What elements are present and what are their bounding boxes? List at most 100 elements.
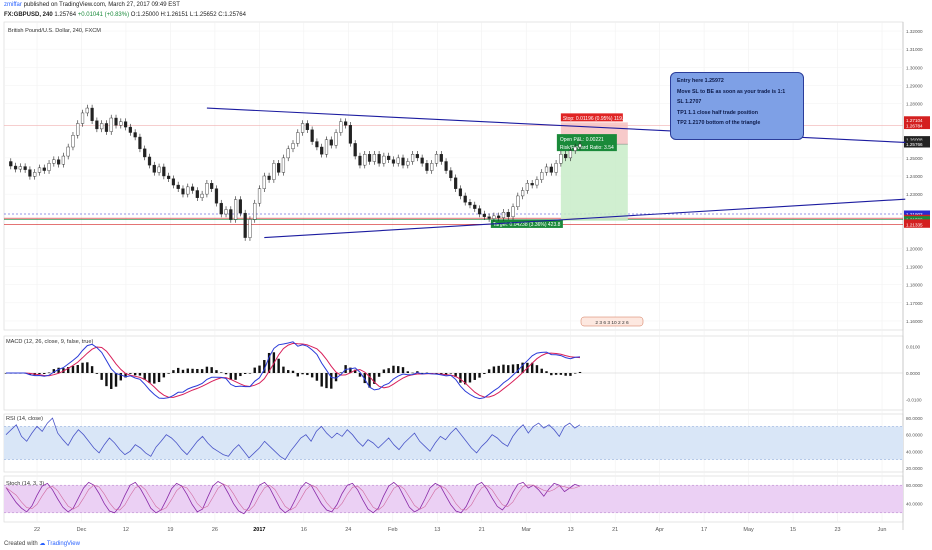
- candle-body: [372, 154, 376, 162]
- price-tick-label: 1.16000: [906, 319, 923, 324]
- macd-bar: [416, 371, 419, 373]
- macd-bar: [435, 373, 438, 374]
- macd-bar: [320, 373, 323, 387]
- candle-body: [114, 117, 118, 126]
- price-level-label: 1.27104: [906, 118, 923, 123]
- macd-bar: [578, 371, 582, 373]
- price-tick-label: 1.19000: [906, 265, 923, 270]
- macd-bar: [392, 365, 395, 373]
- macd-bar: [521, 362, 524, 373]
- x-tick-label: 19: [167, 527, 173, 533]
- high-value: H:1.26151: [160, 12, 189, 18]
- candle-body: [123, 121, 128, 128]
- macd-bar: [172, 370, 175, 373]
- candle-body: [353, 143, 357, 157]
- macd-bar: [287, 370, 290, 373]
- macd-bar: [234, 373, 237, 380]
- candle-body: [420, 157, 424, 164]
- macd-bar: [444, 373, 448, 375]
- macd-bar: [387, 368, 390, 373]
- candle-body: [425, 163, 429, 171]
- candle-body: [61, 155, 65, 165]
- price-level-label: 1.25766: [906, 142, 923, 147]
- candle-body: [248, 219, 252, 238]
- candle-body: [487, 216, 491, 219]
- macd-bar: [301, 373, 304, 375]
- candle-body: [296, 132, 300, 144]
- x-tick-label: 16: [301, 527, 307, 533]
- macd-bar: [397, 366, 400, 373]
- footer-created: Created with: [4, 541, 38, 547]
- candle-body: [33, 172, 37, 177]
- candle-body: [439, 154, 443, 162]
- price-level-tag: [904, 220, 930, 228]
- candle-body: [195, 190, 199, 198]
- candle-body: [540, 172, 544, 180]
- macd-bar: [483, 373, 486, 375]
- candle-body: [367, 154, 372, 162]
- macd-bar: [315, 373, 319, 381]
- macd-bar: [296, 373, 299, 377]
- macd-bar: [554, 373, 558, 375]
- candle-body: [320, 146, 324, 155]
- x-tick-label: 22: [34, 527, 40, 533]
- candle-body: [272, 163, 276, 180]
- footer-brand[interactable]: TradingView: [46, 541, 80, 547]
- macd-bar: [110, 373, 113, 389]
- macd-bar: [143, 373, 146, 380]
- candle-body: [324, 139, 329, 155]
- candle-body: [233, 199, 238, 220]
- candle-body: [310, 129, 314, 142]
- macd-bar: [377, 373, 381, 377]
- macd-bar: [545, 371, 548, 373]
- candle-body: [9, 161, 13, 167]
- candle-body: [57, 159, 61, 165]
- macd-tick-label: -0.0100: [906, 397, 922, 402]
- stop-label: Stop: 0.01196 (0.95%) 119.6: [563, 116, 626, 122]
- target-label: Target: 0.04238 (3.36%) 423.8: [493, 222, 561, 228]
- rsi-tick-label: 60.0000: [906, 433, 923, 438]
- note-line-tp1: TP1 1.1 close half trade position: [677, 109, 758, 116]
- macd-bar: [478, 373, 481, 378]
- macd-bar: [119, 373, 122, 381]
- candle-body: [492, 215, 496, 219]
- candle-body: [468, 202, 472, 206]
- macd-bar: [181, 369, 185, 373]
- candle-body: [214, 188, 219, 204]
- candle-body: [454, 177, 458, 189]
- macd-bar: [52, 369, 56, 373]
- author-link[interactable]: zmiffar: [4, 2, 22, 8]
- price-tick-label: 1.17000: [906, 301, 923, 306]
- candle-body: [167, 175, 171, 179]
- ohlc-line: FX:GBPUSD, 240 1.25764 +0.01041 (+0.83%)…: [4, 12, 246, 18]
- macd-histogram: [4, 352, 582, 389]
- x-tick-label: 12: [123, 527, 129, 533]
- header-bar: zmiffar published on TradingView.com, Ma…: [0, 0, 932, 22]
- note-line-entry: Entry here 1.25972: [677, 78, 724, 84]
- candle-body: [262, 175, 266, 189]
- change-value: +0.01041 (+0.83%): [77, 12, 130, 18]
- candle-body: [521, 190, 525, 197]
- macd-bar: [129, 373, 132, 374]
- note-line-tp2: TP2 1.2170 bottom of the triangle: [677, 120, 761, 126]
- x-tick-label: 23: [834, 527, 840, 533]
- stoch-title: Stoch (14, 3, 3): [6, 481, 44, 487]
- macd-bar: [215, 370, 218, 373]
- candle-body: [358, 155, 362, 166]
- macd-bar: [282, 366, 285, 373]
- macd-bar: [373, 373, 376, 384]
- macd-bar: [186, 368, 189, 373]
- candle-body: [200, 193, 204, 198]
- macd-bar: [81, 362, 84, 373]
- macd-bar: [76, 365, 79, 373]
- macd-bar: [229, 373, 233, 380]
- candle-body: [186, 186, 190, 195]
- macd-bar: [220, 372, 223, 373]
- candle-body: [573, 146, 577, 151]
- price-tick-label: 1.25000: [906, 156, 923, 161]
- candle-body: [473, 204, 477, 209]
- candle-body: [76, 123, 80, 136]
- candle-body: [477, 208, 482, 215]
- macd-bar: [258, 365, 261, 373]
